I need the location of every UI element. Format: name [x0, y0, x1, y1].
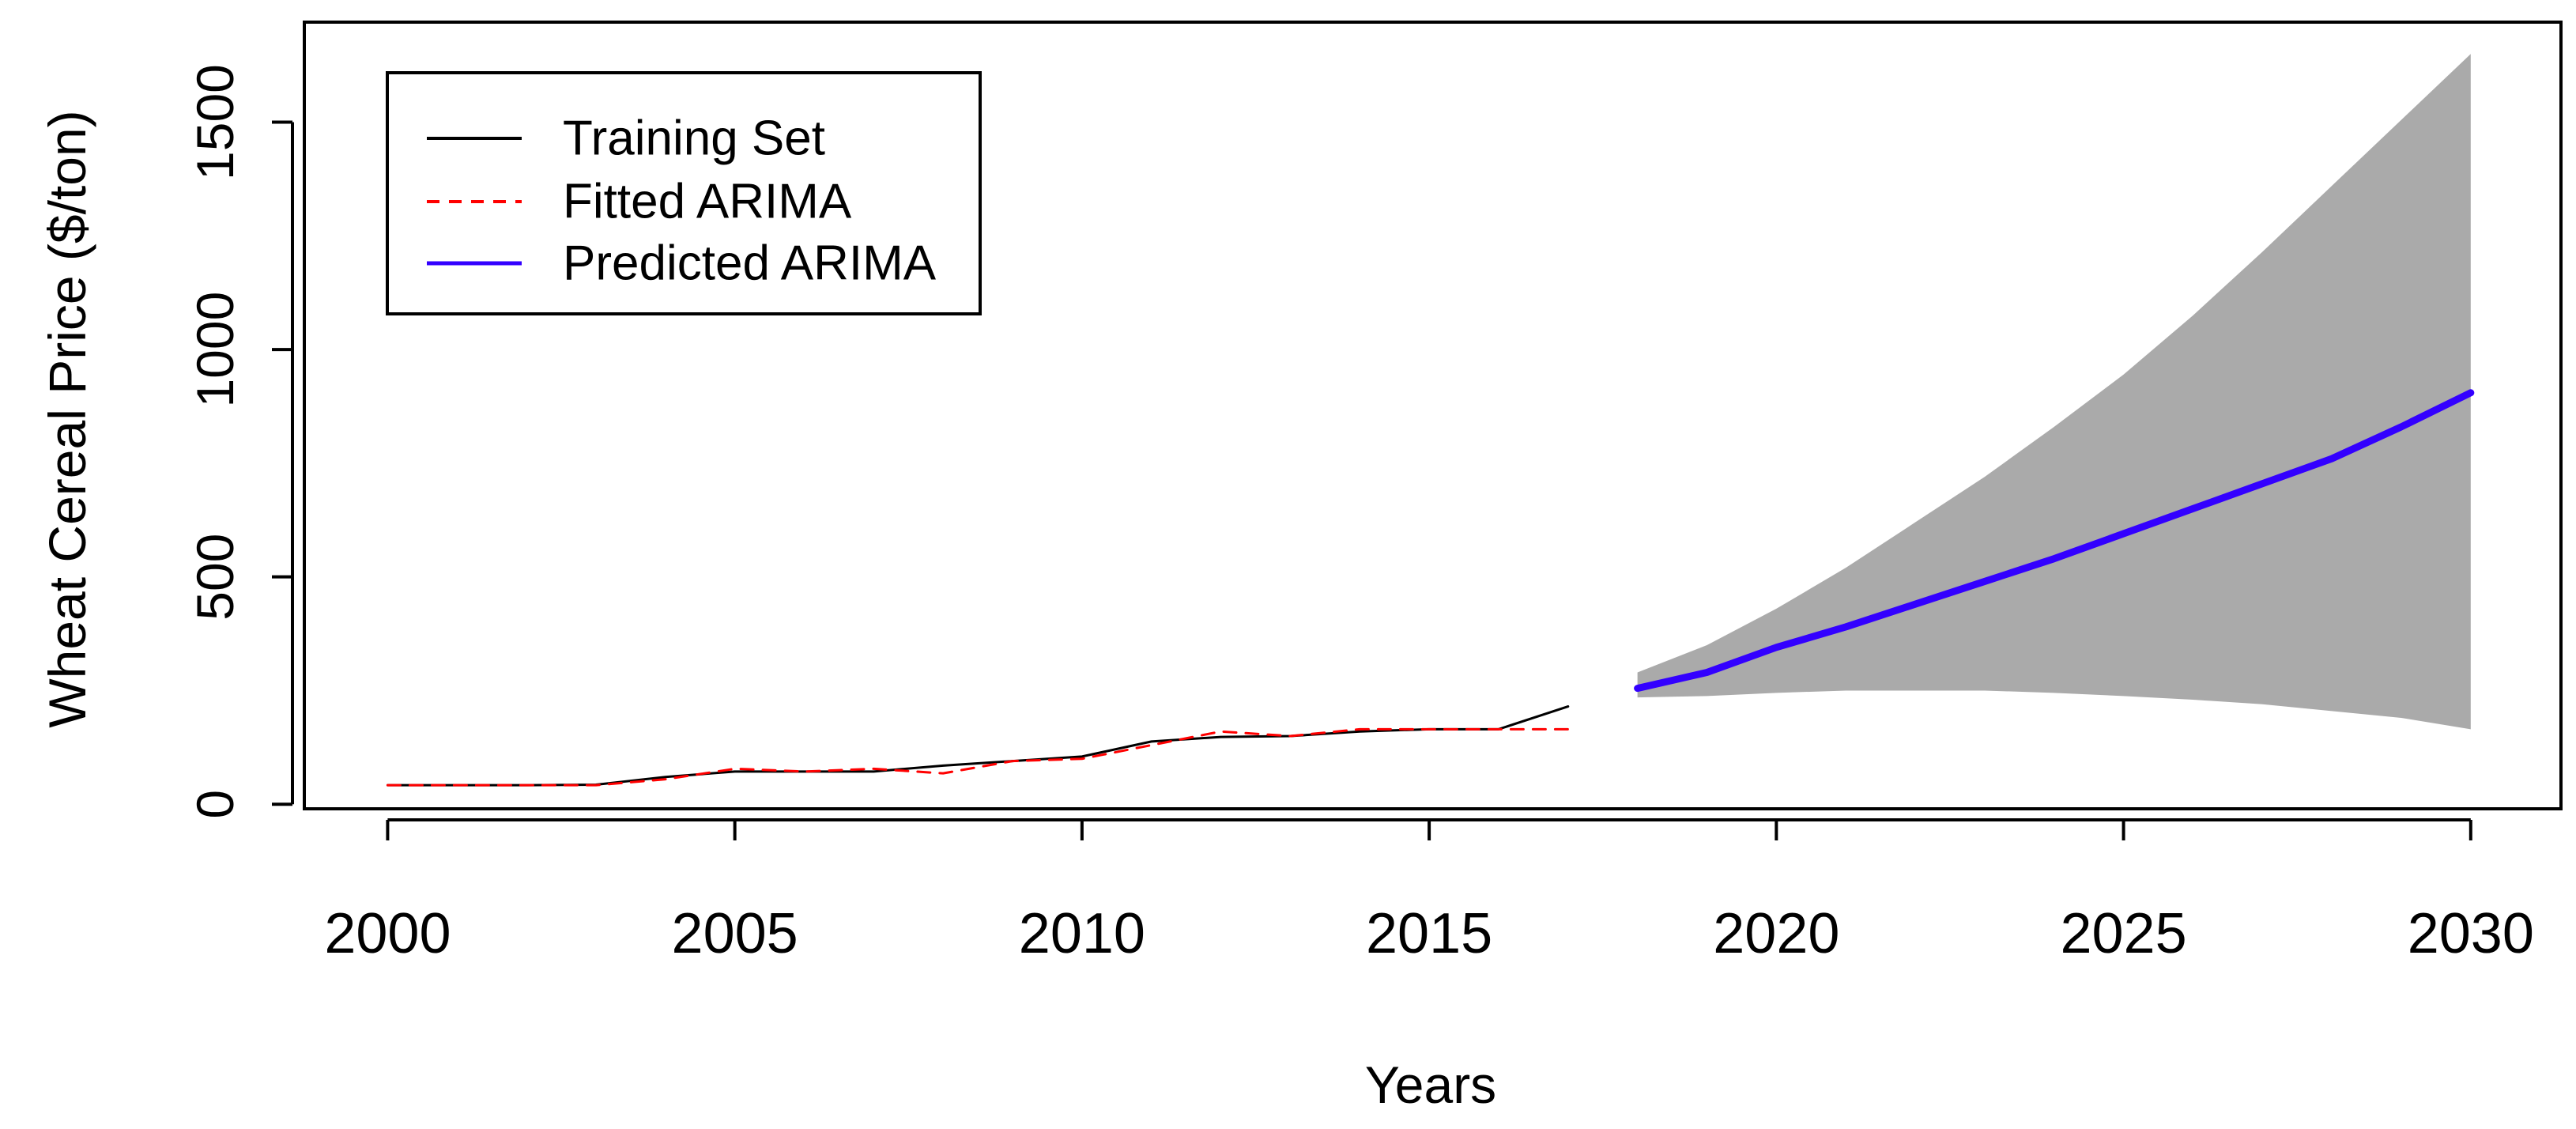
legend: Training Set Fitted ARIMA Predicted ARIMA — [386, 71, 982, 315]
legend-label: Fitted ARIMA — [563, 175, 852, 229]
x-tick-label: 2010 — [1019, 902, 1145, 965]
prediction-interval-band — [1637, 54, 2471, 730]
y-tick-label: 1000 — [186, 292, 244, 408]
x-tick-label: 2000 — [324, 902, 451, 965]
y-tick-label: 500 — [186, 534, 244, 621]
fitted-arima-line — [386, 727, 1570, 787]
x-tick-label: 2030 — [2408, 902, 2534, 965]
x-tick-label: 2005 — [672, 902, 798, 965]
y-tick-label: 0 — [186, 790, 244, 819]
axis-layer: 2000 2005 2010 2015 2020 2025 2030 0 500 1000 1500 — [186, 21, 2563, 965]
plot-layer — [386, 54, 2475, 787]
plot-frame — [303, 21, 2563, 810]
x-axis-label: Years — [1365, 1055, 1496, 1114]
legend-label: Predicted ARIMA — [563, 236, 937, 291]
legend-label: Training Set — [563, 111, 825, 166]
y-tick-label: 1500 — [186, 64, 244, 180]
x-tick-label: 2020 — [1713, 902, 1839, 965]
y-axis-label: Wheat Cereal Price ($/ton) — [38, 110, 96, 727]
x-tick-label: 2025 — [2060, 902, 2186, 965]
x-tick-label: 2015 — [1366, 902, 1492, 965]
predicted-arima-line — [1634, 389, 2475, 693]
legend-box — [386, 71, 982, 315]
training-set-line — [386, 705, 1570, 787]
